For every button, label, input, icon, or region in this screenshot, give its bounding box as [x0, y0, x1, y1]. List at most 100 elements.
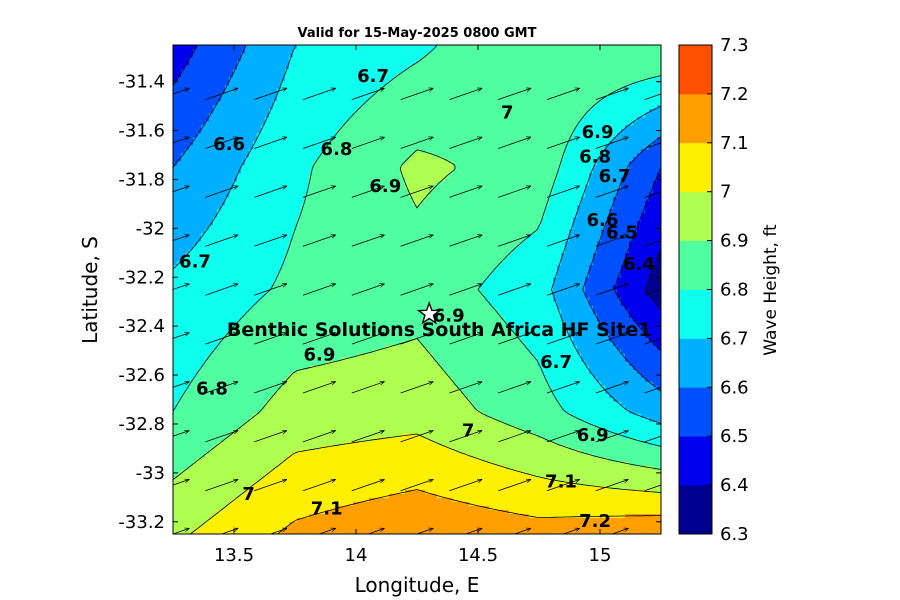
field-cell [409, 205, 414, 210]
field-cell [617, 105, 622, 110]
field-cell [197, 153, 202, 158]
field-cell [301, 177, 306, 182]
field-cell [613, 165, 618, 170]
field-cell [477, 85, 482, 90]
field-cell [481, 141, 486, 146]
field-cell [245, 205, 250, 210]
field-cell [585, 177, 590, 182]
field-cell [425, 113, 430, 118]
field-cell [521, 205, 526, 210]
field-cell [529, 169, 534, 174]
field-cell [313, 49, 318, 54]
field-cell [541, 49, 546, 54]
field-cell [437, 101, 442, 106]
field-cell [369, 169, 374, 174]
field-cell [221, 129, 226, 134]
field-cell [369, 57, 374, 62]
field-cell [297, 81, 302, 86]
field-cell [297, 73, 302, 78]
field-cell [345, 85, 350, 90]
field-cell [577, 169, 582, 174]
field-cell [501, 65, 506, 70]
field-cell [525, 201, 530, 206]
field-cell [561, 137, 566, 142]
field-cell [621, 109, 626, 114]
field-cell [625, 77, 630, 82]
field-cell [413, 181, 418, 186]
field-cell [613, 69, 618, 74]
field-cell [573, 57, 578, 62]
field-cell [481, 81, 486, 86]
field-cell [561, 157, 566, 162]
field-cell [361, 109, 366, 114]
field-cell [505, 121, 510, 126]
field-cell [177, 113, 182, 118]
field-cell [597, 157, 602, 162]
field-cell [385, 141, 390, 146]
field-cell [281, 161, 286, 166]
field-cell [385, 137, 390, 142]
field-cell [517, 173, 522, 178]
field-cell [617, 193, 622, 198]
field-cell [265, 129, 270, 134]
field-cell [297, 185, 302, 190]
field-cell [245, 165, 250, 170]
field-cell [321, 77, 326, 82]
field-cell [533, 205, 538, 210]
field-cell [381, 153, 386, 158]
field-cell [613, 129, 618, 134]
field-cell [285, 105, 290, 110]
field-cell [205, 189, 210, 194]
field-cell [293, 145, 298, 150]
field-cell [269, 181, 274, 186]
field-cell [369, 153, 374, 158]
field-cell [369, 189, 374, 194]
field-cell [485, 161, 490, 166]
field-cell [553, 121, 558, 126]
field-cell [509, 101, 514, 106]
field-cell [349, 133, 354, 138]
field-cell [421, 137, 426, 142]
field-cell [613, 105, 618, 110]
field-cell [365, 89, 370, 94]
field-cell [541, 189, 546, 194]
field-cell [493, 49, 498, 54]
field-cell [633, 77, 638, 82]
field-cell [601, 173, 606, 178]
field-cell [381, 181, 386, 186]
field-cell [353, 193, 358, 198]
field-cell [329, 169, 334, 174]
field-cell [285, 61, 290, 66]
field-cell [321, 181, 326, 186]
field-cell [533, 117, 538, 122]
field-cell [569, 53, 574, 58]
field-cell [449, 113, 454, 118]
field-cell [593, 189, 598, 194]
field-cell [601, 165, 606, 170]
field-cell [601, 77, 606, 82]
field-cell [477, 177, 482, 182]
field-cell [657, 193, 661, 198]
field-cell [185, 109, 190, 114]
field-cell [209, 185, 214, 190]
field-cell [213, 77, 218, 82]
field-cell [281, 141, 286, 146]
field-cell [653, 45, 658, 50]
field-cell [509, 181, 514, 186]
field-cell [249, 113, 254, 118]
field-cell [353, 101, 358, 106]
field-cell [173, 101, 178, 106]
field-cell [361, 73, 366, 78]
field-cell [217, 89, 222, 94]
field-cell [349, 129, 354, 134]
field-cell [221, 189, 226, 194]
field-cell [289, 57, 294, 62]
field-cell [537, 157, 542, 162]
field-cell [221, 193, 226, 198]
field-cell [369, 121, 374, 126]
field-cell [273, 145, 278, 150]
field-cell [365, 113, 370, 118]
field-cell [253, 165, 258, 170]
field-cell [297, 201, 302, 206]
field-cell [269, 133, 274, 138]
